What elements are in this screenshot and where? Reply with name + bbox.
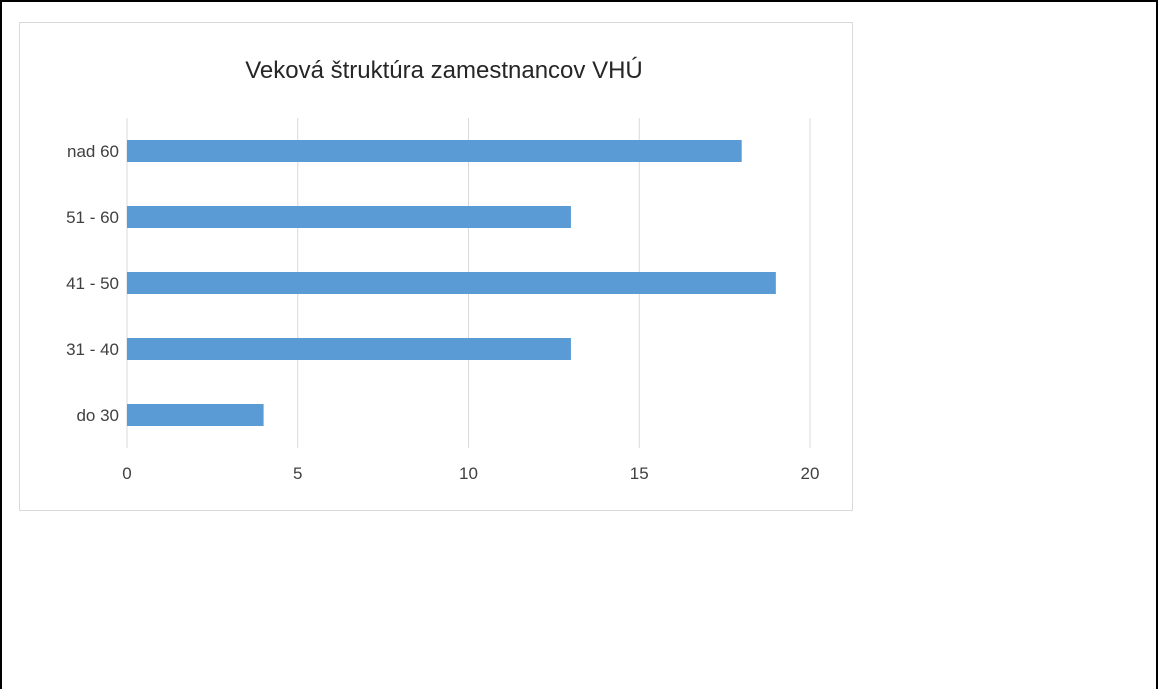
x-tick-label: 5: [293, 464, 302, 483]
x-tick-label: 20: [801, 464, 820, 483]
bar: [127, 140, 742, 162]
category-labels: nad 60 51 - 60 41 - 50 31 - 40 do 30: [66, 142, 119, 425]
bar-chart: Veková štruktúra zamestnancov VHÚ nad 60…: [66, 57, 819, 483]
bar: [127, 272, 776, 294]
x-tick-label: 0: [122, 464, 131, 483]
category-label: 31 - 40: [66, 340, 119, 359]
x-tick-labels: 0 5 10 15 20: [122, 464, 819, 483]
category-label: 41 - 50: [66, 274, 119, 293]
bar: [127, 338, 571, 360]
chart-title: Veková štruktúra zamestnancov VHÚ: [245, 57, 643, 84]
bar: [127, 404, 264, 426]
chart-frame: Veková štruktúra zamestnancov VHÚ nad 60…: [19, 22, 853, 511]
bars: [127, 140, 776, 426]
x-tick-label: 10: [459, 464, 478, 483]
bar: [127, 206, 571, 228]
x-tick-label: 15: [630, 464, 649, 483]
category-label: nad 60: [67, 142, 119, 161]
category-label: 51 - 60: [66, 208, 119, 227]
category-label: do 30: [76, 406, 119, 425]
